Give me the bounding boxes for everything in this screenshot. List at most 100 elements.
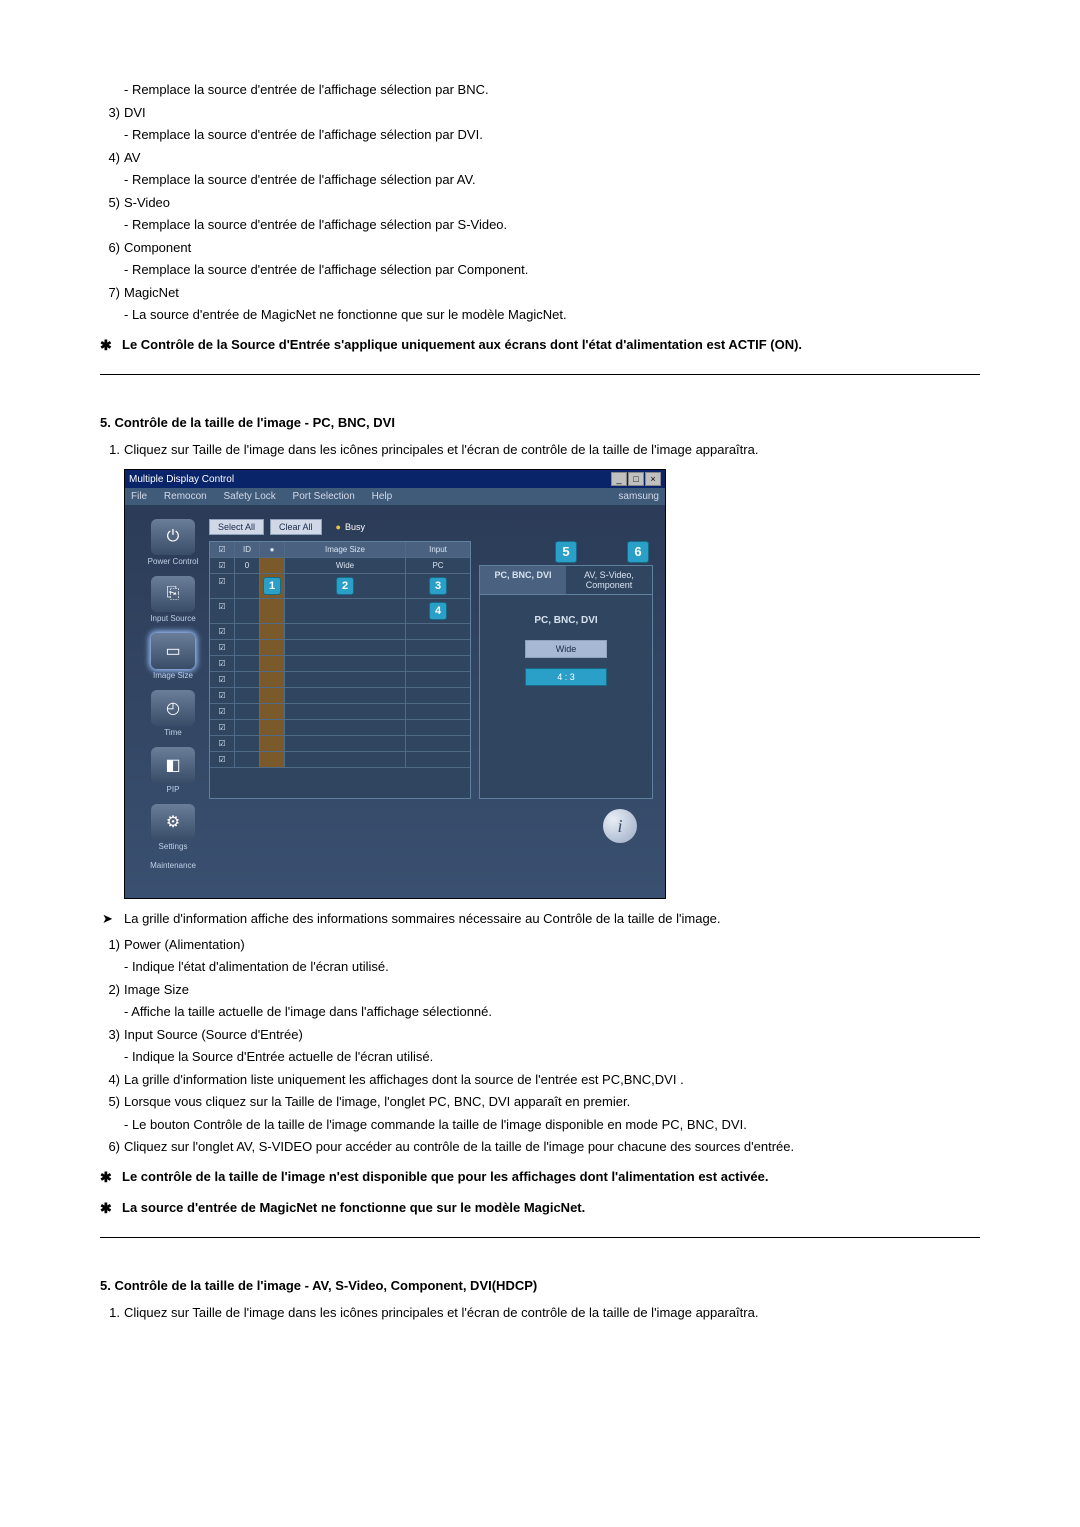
menu-port-selection[interactable]: Port Selection xyxy=(293,491,355,502)
grid-row[interactable]: ☑ xyxy=(210,640,470,656)
grid-row[interactable]: ☑ xyxy=(210,704,470,720)
note-text: Le Contrôle de la Source d'Entrée s'appl… xyxy=(122,335,980,355)
titlebar: Multiple Display Control _□× xyxy=(125,470,665,488)
item-desc: - Le bouton Contrôle de la taille de l'i… xyxy=(100,1115,980,1135)
maximize-icon[interactable]: □ xyxy=(628,472,644,486)
item-num: 7) xyxy=(100,283,124,303)
clear-all-button[interactable]: Clear All xyxy=(270,519,322,535)
menubar: File Remocon Safety Lock Port Selection … xyxy=(125,488,665,505)
list-item: 6) Component xyxy=(100,238,980,258)
info-grid: ☑ ID ● Image Size Input ☑ 0 Wide PC xyxy=(209,541,471,799)
item-label: Component xyxy=(124,238,980,258)
grid-row[interactable]: ☑ xyxy=(210,672,470,688)
item-desc: - Affiche la taille actuelle de l'image … xyxy=(100,1002,980,1022)
note: ✱ Le Contrôle de la Source d'Entrée s'ap… xyxy=(100,335,980,356)
item-num: 3) xyxy=(100,103,124,123)
list-item: 1. Cliquez sur Taille de l'image dans le… xyxy=(100,1303,980,1323)
item-desc: - Remplace la source d'entrée de l'affic… xyxy=(100,215,980,235)
sidebar-item-power[interactable]: ⏻Power Control xyxy=(137,519,209,566)
list-item: 4) La grille d'information liste uniquem… xyxy=(100,1070,980,1090)
image-size-icon: ▭ xyxy=(151,633,195,669)
grid-row[interactable]: ☑ xyxy=(210,656,470,672)
close-icon[interactable]: × xyxy=(645,472,661,486)
list-item: 5) Lorsque vous cliquez sur la Taille de… xyxy=(100,1092,980,1112)
note: ✱ Le contrôle de la taille de l'image n'… xyxy=(100,1167,980,1188)
menu-remocon[interactable]: Remocon xyxy=(164,491,207,502)
grid-row[interactable]: ☑ xyxy=(210,624,470,640)
list-item: 1) Power (Alimentation) xyxy=(100,935,980,955)
sidebar-item-image-size[interactable]: ▭Image Size xyxy=(137,633,209,680)
separator xyxy=(100,374,980,375)
power-icon: ⏻ xyxy=(151,519,195,555)
tab-pc-bnc-dvi[interactable]: PC, BNC, DVI xyxy=(480,566,566,595)
settings-icon: ⚙ xyxy=(151,804,195,840)
grid-row[interactable]: ☑ xyxy=(210,752,470,768)
item-desc: - Remplace la source d'entrée de l'affic… xyxy=(100,260,980,280)
callout-1: 1 xyxy=(263,577,281,595)
item-desc: - Remplace la source d'entrée de l'affic… xyxy=(100,125,980,145)
item-label: MagicNet xyxy=(124,283,980,303)
wide-button[interactable]: Wide xyxy=(525,640,607,658)
sidebar-item-pip[interactable]: ◧PIP xyxy=(137,747,209,794)
menu-help[interactable]: Help xyxy=(372,491,393,502)
list-item: 6) Cliquez sur l'onglet AV, S-VIDEO pour… xyxy=(100,1137,980,1157)
section-title: 5. Contrôle de la taille de l'image - PC… xyxy=(100,415,980,430)
select-all-button[interactable]: Select All xyxy=(209,519,264,535)
brand-label: samsung xyxy=(618,491,659,502)
window-title: Multiple Display Control xyxy=(129,474,234,485)
grid-row[interactable]: ☑ xyxy=(210,688,470,704)
input-icon: ⎘ xyxy=(151,576,195,612)
menu-safety-lock[interactable]: Safety Lock xyxy=(224,491,276,502)
ratio-4-3-button[interactable]: 4 : 3 xyxy=(525,668,607,686)
item-desc: - Remplace la source d'entrée de l'affic… xyxy=(100,170,980,190)
window-controls[interactable]: _□× xyxy=(610,472,661,486)
grid-row[interactable]: ☑ 1 2 3 xyxy=(210,574,470,599)
toolbar: Select All Clear All Busy xyxy=(209,519,653,535)
list-item: 3) DVI xyxy=(100,103,980,123)
list-item: 1. Cliquez sur Taille de l'image dans le… xyxy=(100,440,980,460)
item-desc: - Indique la Source d'Entrée actuelle de… xyxy=(100,1047,980,1067)
bullet-text: La grille d'information affiche des info… xyxy=(124,909,721,929)
busy-indicator: Busy xyxy=(336,522,365,532)
list-item: 4) AV xyxy=(100,148,980,168)
item-label: DVI xyxy=(124,103,980,123)
item-desc: - La source d'entrée de MagicNet ne fonc… xyxy=(100,305,980,325)
minimize-icon[interactable]: _ xyxy=(611,472,627,486)
grid-row[interactable]: ☑ xyxy=(210,736,470,752)
item-text: Cliquez sur Taille de l'image dans les i… xyxy=(124,440,980,460)
grid-row[interactable]: ☑ xyxy=(210,720,470,736)
menu-file[interactable]: File xyxy=(131,491,147,502)
item-label: AV xyxy=(124,148,980,168)
sidebar-item-time[interactable]: ◴Time xyxy=(137,690,209,737)
info-icon[interactable]: i xyxy=(603,809,637,843)
item-text: Cliquez sur Taille de l'image dans les i… xyxy=(124,1303,980,1323)
callout-4: 4 xyxy=(429,602,447,620)
note-icon: ✱ xyxy=(100,335,122,356)
grid-row[interactable]: ☑ 0 Wide PC xyxy=(210,558,470,574)
callout-6: 6 xyxy=(627,541,649,563)
grid-row[interactable]: ☑ 4 xyxy=(210,599,470,624)
tabs: PC, BNC, DVI AV, S-Video, Component xyxy=(480,566,652,595)
item-num: 6) xyxy=(100,238,124,258)
note-text: La source d'entrée de MagicNet ne foncti… xyxy=(122,1198,980,1218)
item-num: 1. xyxy=(100,440,124,460)
separator xyxy=(100,1237,980,1238)
tab-av-svideo[interactable]: AV, S-Video, Component xyxy=(566,566,652,595)
callout-5: 5 xyxy=(555,541,577,563)
sidebar: ⏻Power Control ⎘Input Source ▭Image Size… xyxy=(137,519,209,880)
item-num: 4) xyxy=(100,148,124,168)
top-item-desc: - Remplace la source d'entrée de l'affic… xyxy=(100,80,980,100)
grid-header: ☑ ID ● Image Size Input xyxy=(210,542,470,558)
time-icon: ◴ xyxy=(151,690,195,726)
bullet-note: ➤ La grille d'information affiche des in… xyxy=(100,909,980,929)
right-panel: 5 6 PC, BNC, DVI AV, S-Video, Component … xyxy=(479,541,653,799)
panel-label: PC, BNC, DVI xyxy=(490,615,642,626)
list-item: 2) Image Size xyxy=(100,980,980,1000)
sidebar-item-maintenance[interactable]: Maintenance xyxy=(137,861,209,870)
section-title: 5. Contrôle de la taille de l'image - AV… xyxy=(100,1278,980,1293)
arrow-icon: ➤ xyxy=(100,909,124,929)
app-screenshot: Multiple Display Control _□× File Remoco… xyxy=(124,469,666,899)
item-num: 1. xyxy=(100,1303,124,1323)
sidebar-item-settings[interactable]: ⚙Settings xyxy=(137,804,209,851)
sidebar-item-input[interactable]: ⎘Input Source xyxy=(137,576,209,623)
